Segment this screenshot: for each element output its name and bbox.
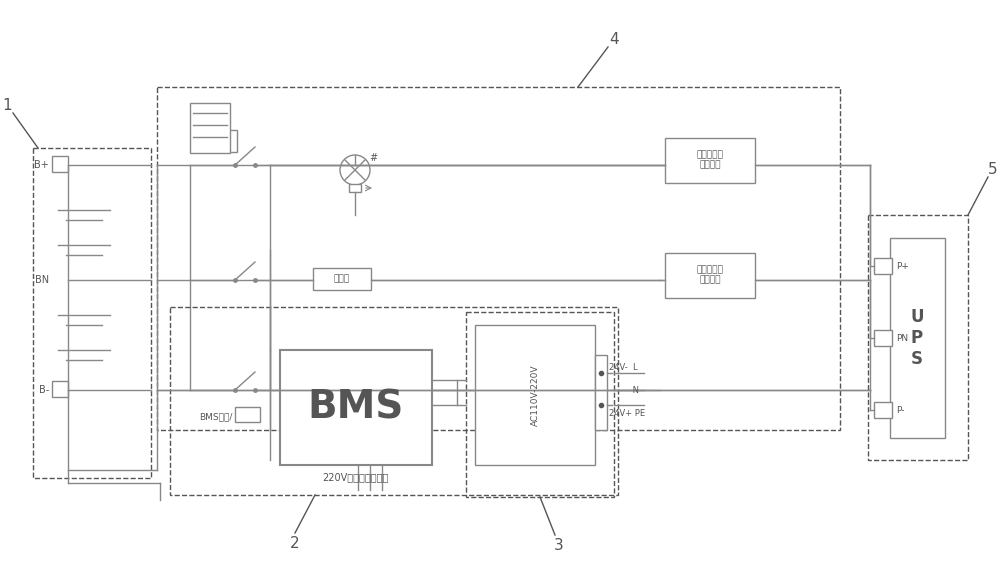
Text: 2: 2 xyxy=(290,536,300,550)
Text: B-: B- xyxy=(39,385,49,395)
Text: 24V+ PE: 24V+ PE xyxy=(609,408,645,417)
Bar xyxy=(874,402,892,418)
Bar xyxy=(195,130,237,152)
Bar xyxy=(595,355,607,430)
Bar xyxy=(890,238,945,438)
Text: 分压器: 分压器 xyxy=(334,274,350,283)
Bar xyxy=(190,103,230,153)
Text: BMS唤醒/: BMS唤醒/ xyxy=(199,412,232,421)
Text: B+: B+ xyxy=(34,160,49,170)
Bar xyxy=(170,307,618,495)
Text: 1: 1 xyxy=(2,98,12,113)
Text: P-: P- xyxy=(896,406,904,415)
Bar xyxy=(52,381,68,397)
Text: P+: P+ xyxy=(896,261,909,270)
Text: #: # xyxy=(369,153,377,163)
Text: 4: 4 xyxy=(609,31,619,47)
Bar xyxy=(349,184,361,192)
Text: 充放电控制
保护单元: 充放电控制 保护单元 xyxy=(697,265,723,284)
Text: 220V输入，信号检测: 220V输入，信号检测 xyxy=(322,472,388,482)
Bar xyxy=(280,350,432,465)
Text: BN: BN xyxy=(35,275,49,285)
Bar xyxy=(665,253,755,298)
Bar xyxy=(52,156,68,172)
Bar xyxy=(665,138,755,183)
Text: 充放电控制
保护单元: 充放电控制 保护单元 xyxy=(697,150,723,169)
Text: BMS: BMS xyxy=(308,388,404,426)
Bar xyxy=(874,258,892,274)
Text: U
P
S: U P S xyxy=(910,308,924,368)
Text: PN: PN xyxy=(896,333,908,343)
Text: AC110V-220V: AC110V-220V xyxy=(530,364,540,426)
Bar xyxy=(235,407,260,422)
Bar xyxy=(874,330,892,346)
Bar xyxy=(157,87,840,430)
Bar xyxy=(33,148,151,478)
Text: 24V-  L: 24V- L xyxy=(609,362,638,371)
Text: N: N xyxy=(609,385,639,394)
Bar xyxy=(868,215,968,460)
Bar xyxy=(475,325,595,465)
Bar xyxy=(313,268,371,290)
Bar xyxy=(466,312,614,497)
Text: 5: 5 xyxy=(988,162,998,177)
Text: 3: 3 xyxy=(554,537,564,553)
